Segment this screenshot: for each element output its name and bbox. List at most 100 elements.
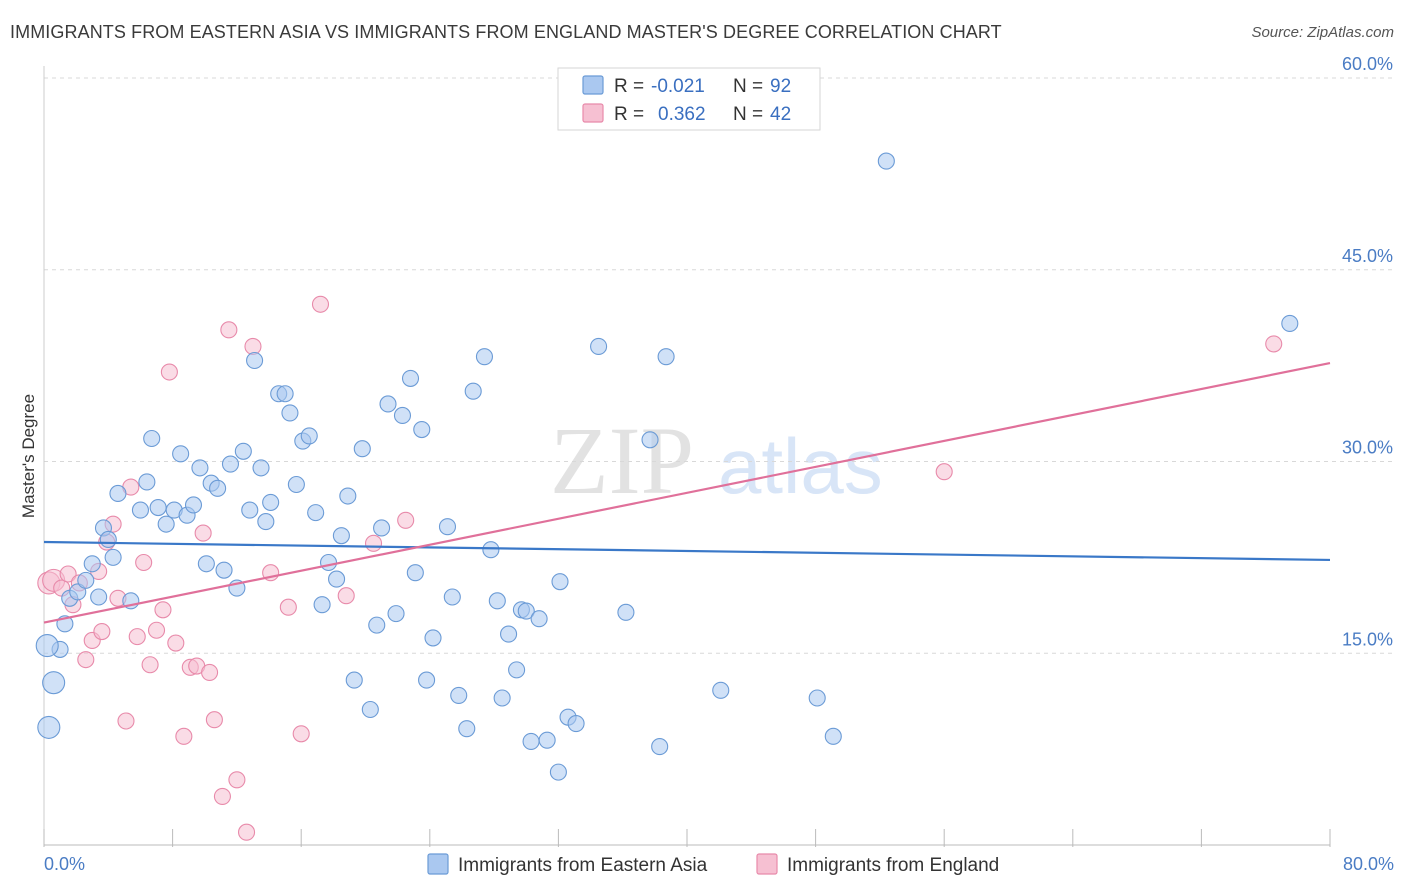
eastern-asia-point bbox=[551, 573, 569, 591]
england-points bbox=[37, 295, 1283, 841]
eastern-asia-point bbox=[339, 487, 357, 505]
eastern-asia-point bbox=[35, 634, 59, 658]
england-point bbox=[244, 337, 262, 356]
eastern-asia-point bbox=[493, 689, 511, 707]
y-tick-label: 45.0% bbox=[1342, 246, 1393, 266]
eastern-asia-point bbox=[184, 496, 203, 514]
eastern-asia-point bbox=[361, 700, 379, 719]
england-point bbox=[213, 787, 231, 805]
england-point bbox=[205, 711, 223, 729]
eastern-asia-point bbox=[345, 671, 363, 689]
eastern-asia-point bbox=[276, 385, 294, 403]
y-tick-label: 60.0% bbox=[1342, 54, 1393, 74]
stats-n-value-pink: 42 bbox=[770, 104, 791, 125]
eastern-asia-point bbox=[42, 671, 66, 695]
eastern-asia-point bbox=[319, 553, 338, 572]
eastern-asia-point bbox=[500, 625, 518, 643]
stats-r-value-blue: -0.021 bbox=[651, 76, 705, 97]
eastern-asia-point bbox=[438, 518, 457, 536]
eastern-asia-point bbox=[877, 152, 895, 170]
england-point bbox=[154, 601, 172, 619]
eastern-asia-point bbox=[475, 348, 494, 366]
england-point bbox=[237, 823, 256, 841]
eastern-asia-point bbox=[379, 395, 397, 413]
gridlines bbox=[44, 77, 1394, 654]
england-point bbox=[337, 587, 355, 605]
eastern-asia-point bbox=[99, 530, 117, 549]
eastern-asia-point bbox=[83, 555, 101, 573]
eastern-asia-point bbox=[109, 484, 127, 503]
eastern-asia-point bbox=[567, 715, 585, 733]
eastern-asia-point bbox=[517, 602, 535, 620]
eastern-asia-point bbox=[37, 715, 61, 739]
england-point bbox=[175, 727, 193, 745]
watermark-atlas: atlas bbox=[718, 422, 883, 510]
eastern-asia-point bbox=[657, 348, 675, 366]
eastern-asia-point bbox=[450, 686, 468, 704]
eastern-asia-point bbox=[313, 596, 331, 614]
eastern-asia-point bbox=[712, 681, 730, 699]
stats-r-value-pink: 0.362 bbox=[658, 104, 706, 125]
england-point bbox=[160, 363, 178, 381]
chart-title: IMMIGRANTS FROM EASTERN ASIA VS IMMIGRAN… bbox=[10, 22, 1002, 42]
eastern-asia-point bbox=[241, 501, 259, 519]
x-tick-label-min: 0.0% bbox=[44, 854, 85, 874]
eastern-asia-point bbox=[443, 588, 461, 606]
eastern-asia-point bbox=[413, 420, 431, 439]
england-point bbox=[279, 598, 297, 616]
eastern-asia-point bbox=[387, 605, 405, 623]
y-tick-label: 15.0% bbox=[1342, 629, 1393, 649]
stats-n-value-blue: 92 bbox=[770, 76, 791, 97]
eastern-asia-point bbox=[538, 731, 556, 749]
stats-r-label-pink: R = bbox=[614, 104, 644, 125]
eastern-asia-point bbox=[353, 440, 371, 458]
y-tick-label: 30.0% bbox=[1342, 438, 1393, 458]
eastern-asia-point bbox=[281, 404, 299, 422]
eastern-asia-point bbox=[401, 369, 420, 387]
eastern-asia-points bbox=[35, 152, 1299, 781]
england-point bbox=[59, 565, 77, 583]
eastern-asia-point bbox=[234, 442, 252, 460]
eastern-asia-point bbox=[307, 504, 325, 522]
england-point bbox=[128, 628, 146, 646]
eastern-asia-point bbox=[287, 475, 305, 494]
eastern-asia-point bbox=[332, 527, 350, 545]
eastern-asia-point bbox=[651, 738, 669, 756]
england-point bbox=[1265, 335, 1283, 353]
eastern-asia-point bbox=[172, 445, 190, 463]
eastern-asia-point bbox=[824, 727, 842, 745]
stats-n-label-pink: N = bbox=[733, 104, 763, 125]
england-point bbox=[147, 621, 166, 639]
series-legend-label-blue: Immigrants from Eastern Asia bbox=[458, 855, 708, 876]
eastern-asia-point bbox=[590, 337, 608, 356]
stats-legend-swatch-pink bbox=[582, 103, 604, 123]
eastern-asia-point bbox=[549, 763, 567, 781]
england-point bbox=[201, 663, 219, 681]
y-tick-labels: 15.0% 30.0% 45.0% 60.0% bbox=[1342, 54, 1393, 649]
eastern-asia-point bbox=[197, 555, 215, 573]
y-axis-label: Master's Degree bbox=[19, 394, 38, 518]
x-ticks bbox=[43, 829, 1331, 847]
series-legend-label-pink: Immigrants from England bbox=[787, 855, 999, 876]
eastern-asia-point bbox=[191, 459, 209, 477]
eastern-asia-point bbox=[138, 473, 156, 491]
eastern-asia-point bbox=[221, 455, 240, 473]
eastern-asia-point bbox=[522, 732, 540, 751]
england-point bbox=[194, 524, 212, 542]
eastern-asia-point bbox=[77, 571, 95, 589]
series-legend-swatch-pink bbox=[756, 853, 778, 875]
eastern-asia-point bbox=[131, 501, 149, 519]
stats-legend-swatch-blue bbox=[582, 75, 604, 95]
eastern-asia-point bbox=[262, 493, 280, 511]
eastern-asia-point bbox=[252, 459, 270, 477]
series-legend: Immigrants from Eastern Asia Immigrants … bbox=[427, 853, 999, 876]
england-point bbox=[77, 651, 95, 669]
england-point bbox=[397, 511, 415, 529]
england-point bbox=[220, 321, 238, 339]
england-point bbox=[141, 656, 159, 674]
eastern-asia-point bbox=[157, 515, 175, 533]
eastern-asia-point bbox=[215, 561, 233, 579]
eastern-asia-point bbox=[209, 479, 227, 497]
eastern-asia-point bbox=[246, 351, 264, 370]
eastern-asia-point bbox=[1281, 314, 1299, 332]
